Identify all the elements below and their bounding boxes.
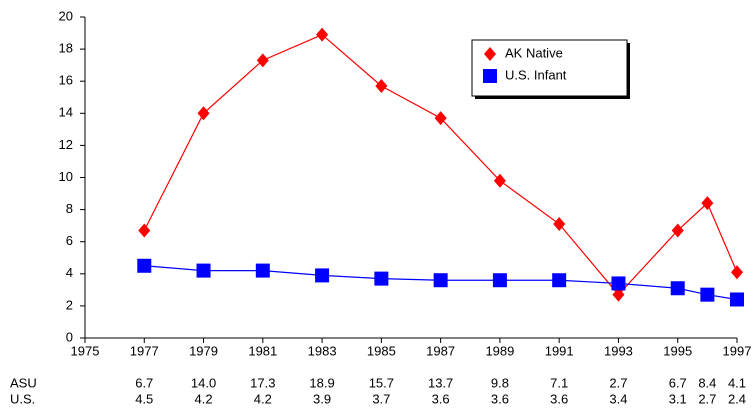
y-tick-label: 0 (66, 329, 73, 344)
legend-marker (483, 69, 497, 83)
table-value: 3.7 (372, 391, 390, 406)
y-tick-label: 12 (59, 137, 73, 152)
x-tick-label: 1985 (367, 343, 396, 358)
legend-marker (484, 47, 496, 61)
table-value: 4.1 (728, 375, 746, 390)
point (730, 292, 744, 307)
table-value: 9.8 (491, 375, 509, 390)
point (700, 287, 715, 302)
point (256, 53, 269, 68)
point (553, 217, 566, 232)
x-tick-label: 1975 (71, 343, 100, 358)
legend-shadow (627, 43, 630, 99)
table-value: 6.7 (135, 375, 153, 390)
table-value: 4.2 (254, 391, 272, 406)
point (731, 265, 743, 280)
point (670, 281, 685, 296)
table-value: 14.0 (191, 375, 216, 390)
legend-label: AK Native (505, 45, 563, 60)
x-tick-label: 1989 (485, 343, 514, 358)
table-value: 3.6 (432, 391, 450, 406)
x-tick-label: 1977 (130, 343, 159, 358)
y-tick-label: 16 (59, 73, 73, 88)
x-tick-label: 1983 (308, 343, 337, 358)
table-value: 4.2 (195, 391, 213, 406)
table-row-label: U.S. (10, 391, 35, 406)
table-value: 2.7 (609, 375, 627, 390)
x-tick-label: 1993 (604, 343, 633, 358)
table-row-label: ASU (10, 375, 37, 390)
table-value: 13.7 (428, 375, 453, 390)
y-tick-label: 14 (59, 105, 73, 120)
y-tick-label: 6 (66, 233, 73, 248)
x-tick-label: 1995 (663, 343, 692, 358)
legend-label: U.S. Infant (505, 67, 567, 82)
y-tick-label: 18 (59, 41, 73, 56)
point (701, 196, 714, 211)
y-tick-label: 8 (66, 201, 73, 216)
table-value: 15.7 (369, 375, 394, 390)
y-tick-label: 20 (59, 8, 73, 23)
x-tick-label: 1987 (426, 343, 455, 358)
point (316, 27, 329, 42)
point (612, 287, 625, 302)
x-tick-label: 1997 (723, 343, 752, 358)
table-value: 7.1 (550, 375, 568, 390)
table-value: 3.6 (550, 391, 568, 406)
table-value: 2.4 (728, 391, 746, 406)
table-value: 2.7 (698, 391, 716, 406)
point (138, 223, 151, 238)
point (493, 173, 506, 188)
point (492, 273, 507, 288)
point (137, 258, 152, 273)
table-value: 8.4 (698, 375, 716, 390)
point (374, 271, 389, 286)
table-value: 17.3 (250, 375, 275, 390)
x-tick-label: 1991 (545, 343, 574, 358)
table-value: 3.6 (491, 391, 509, 406)
y-tick-label: 10 (59, 169, 73, 184)
point (255, 263, 270, 278)
series-line (143, 33, 738, 296)
y-tick-label: 2 (66, 297, 73, 312)
point (434, 111, 447, 126)
x-tick-label: 1979 (189, 343, 218, 358)
table-value: 4.5 (135, 391, 153, 406)
point (197, 106, 210, 121)
point (552, 273, 567, 288)
y-tick-label: 4 (66, 265, 73, 280)
table-value: 3.9 (313, 391, 331, 406)
table-value: 3.4 (609, 391, 627, 406)
table-value: 6.7 (669, 375, 687, 390)
point (315, 268, 330, 283)
point (671, 223, 684, 238)
point (611, 276, 626, 291)
point (196, 263, 211, 278)
point (375, 79, 388, 94)
point (433, 273, 448, 288)
table-value: 18.9 (309, 375, 334, 390)
table-value: 3.1 (669, 391, 687, 406)
x-tick-label: 1981 (248, 343, 277, 358)
legend-shadow (475, 96, 630, 99)
